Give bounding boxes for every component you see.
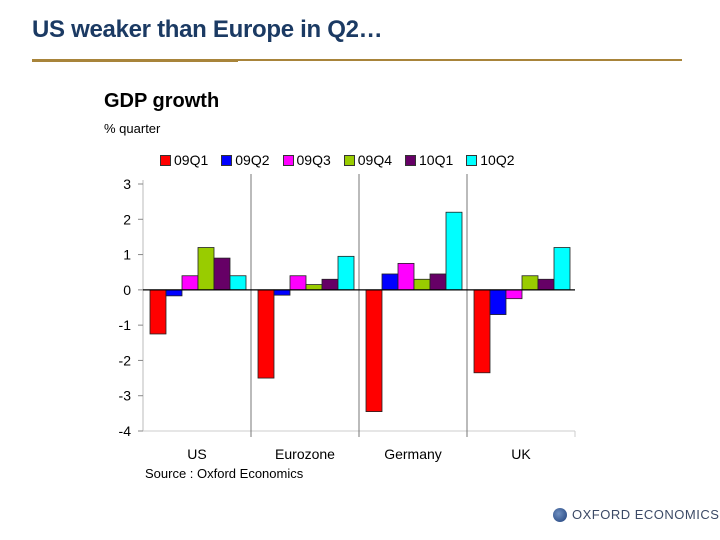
bar-09q3-uk xyxy=(505,289,523,300)
legend-label: 10Q2 xyxy=(480,152,515,168)
bar-10q2-us xyxy=(229,275,247,291)
y-tick-label: -3 xyxy=(119,388,132,404)
legend-swatch xyxy=(343,154,355,166)
bar-09q2-uk xyxy=(489,289,507,315)
bar-09q4-uk xyxy=(521,275,539,291)
bar-10q1-germany xyxy=(429,273,447,291)
y-tick-label: -1 xyxy=(119,317,132,333)
legend-item: 09Q1 xyxy=(160,152,208,168)
legend-item: 09Q2 xyxy=(221,152,270,168)
slide-title: US weaker than Europe in Q2… xyxy=(32,16,383,43)
bar-09q3-germany xyxy=(397,262,415,291)
bar-09q1-uk xyxy=(473,289,491,374)
legend-swatch xyxy=(405,154,416,166)
x-tick-label: US xyxy=(187,446,206,462)
legend-label: 09Q1 xyxy=(174,152,209,168)
legend-swatch xyxy=(466,154,478,166)
bar-09q2-us xyxy=(165,289,183,297)
bar-09q2-eurozone xyxy=(273,289,291,296)
bar-09q1-eurozone xyxy=(257,289,275,379)
legend-label: 09Q3 xyxy=(296,152,331,168)
y-tick-label: 2 xyxy=(123,211,131,227)
bar-09q4-germany xyxy=(413,278,431,291)
bar-09q1-us xyxy=(149,289,167,335)
legend-item: 09Q3 xyxy=(282,152,331,168)
bar-09q3-us xyxy=(181,275,199,291)
chart-legend: 09Q1 09Q2 09Q3 09Q4 10Q1 10Q2 xyxy=(160,152,528,168)
globe-icon xyxy=(553,507,567,522)
x-tick-label: UK xyxy=(511,446,531,462)
legend-item: 10Q2 xyxy=(466,152,515,168)
legend-label: 10Q1 xyxy=(419,152,454,168)
legend-swatch xyxy=(282,154,294,166)
logo-text: OXFORD ECONOMICS xyxy=(572,507,720,522)
y-tick-label: 3 xyxy=(123,176,131,192)
bar-10q2-eurozone xyxy=(337,255,355,291)
legend-swatch xyxy=(221,154,233,166)
chart-source: Source : Oxford Economics xyxy=(145,466,304,481)
bar-09q4-eurozone xyxy=(305,284,323,291)
y-tick-label: -2 xyxy=(119,352,132,368)
bar-10q1-uk xyxy=(537,278,555,291)
bar-10q1-eurozone xyxy=(321,278,339,291)
bar-09q3-eurozone xyxy=(289,275,307,291)
y-tick-label: 0 xyxy=(123,282,131,298)
legend-item: 09Q4 xyxy=(343,152,392,168)
x-tick-label: Germany xyxy=(384,446,442,462)
legend-item: 10Q1 xyxy=(405,152,453,168)
y-tick-label: -4 xyxy=(119,423,132,439)
bar-09q2-germany xyxy=(381,273,399,291)
legend-label: 09Q2 xyxy=(235,152,270,168)
bar-10q2-uk xyxy=(553,247,571,291)
oxford-economics-logo: OXFORD ECONOMICS xyxy=(553,507,719,522)
title-rule xyxy=(238,59,682,61)
bar-10q1-us xyxy=(213,257,231,291)
bar-09q4-us xyxy=(197,247,215,291)
chart-title: GDP growth xyxy=(104,90,220,112)
y-tick-label: 1 xyxy=(123,247,131,263)
chart-subtitle: % quarter xyxy=(104,121,161,136)
bar-10q2-germany xyxy=(445,211,463,291)
title-rule-accent xyxy=(32,59,238,62)
legend-label: 09Q4 xyxy=(357,152,392,168)
legend-swatch xyxy=(160,154,171,166)
bar-09q1-germany xyxy=(365,289,383,412)
x-tick-label: Eurozone xyxy=(275,446,335,462)
